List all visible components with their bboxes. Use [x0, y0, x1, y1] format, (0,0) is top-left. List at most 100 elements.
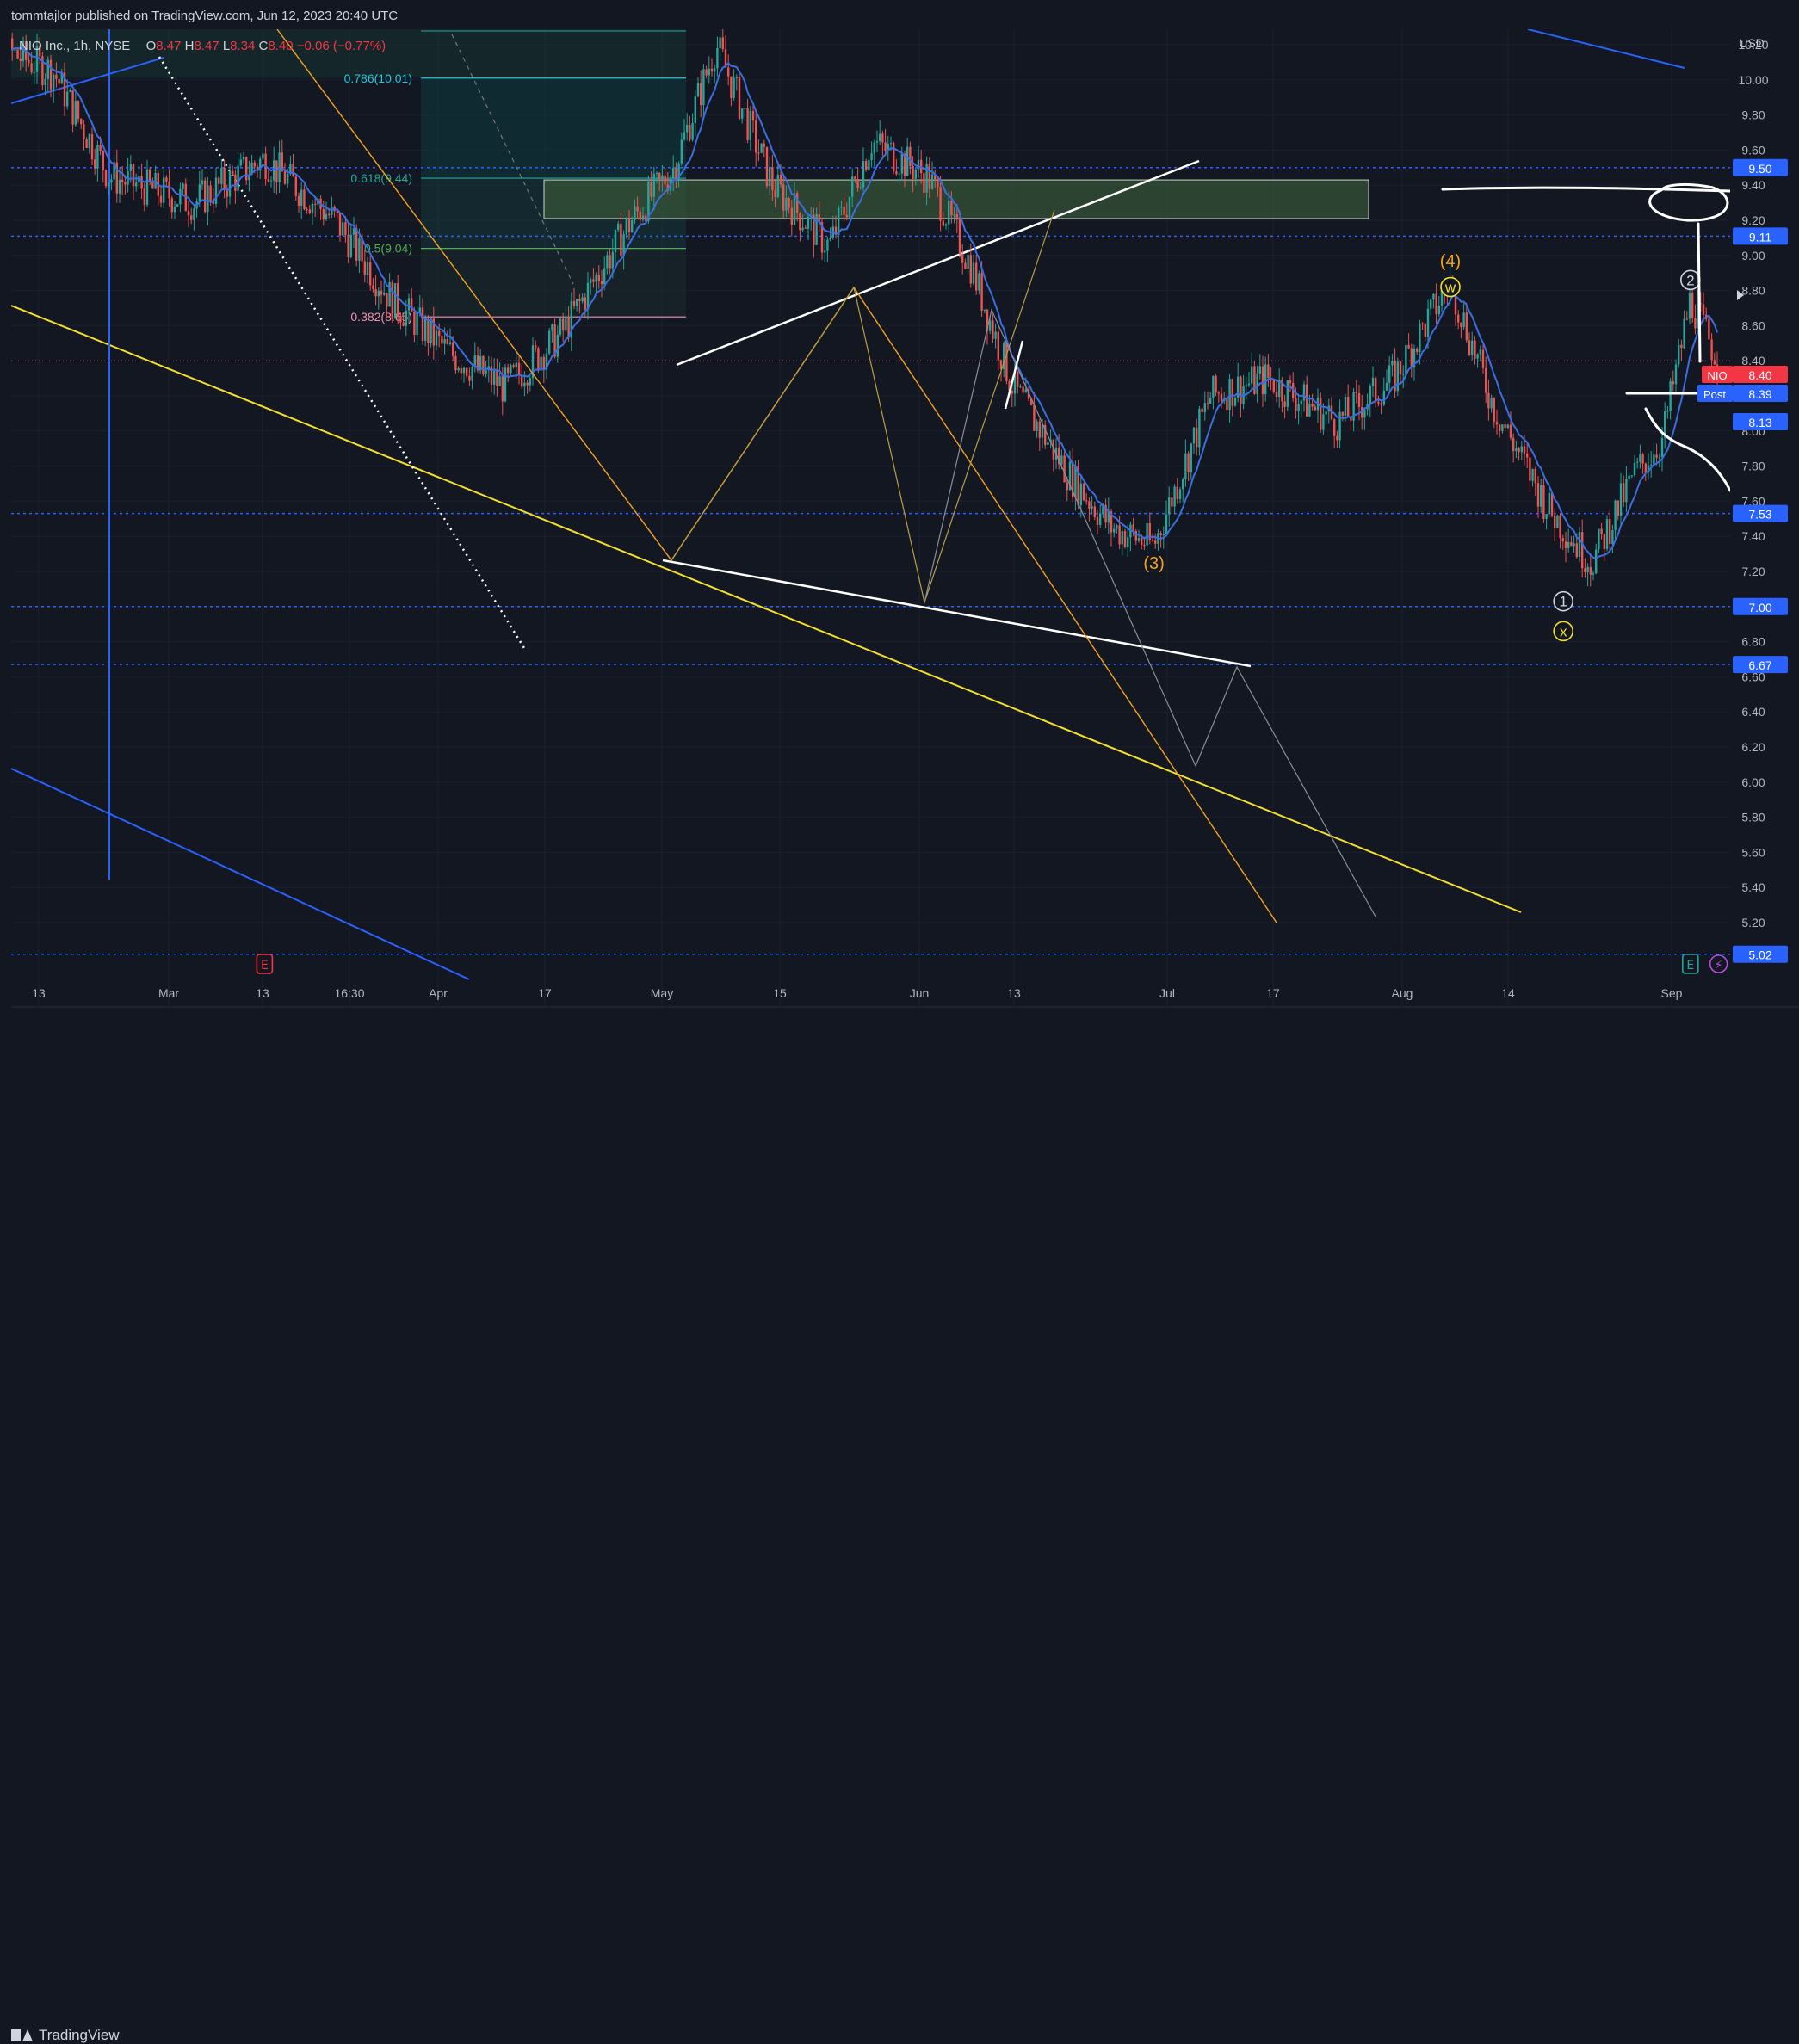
candle-body [342, 222, 344, 236]
candle-body [1198, 408, 1201, 448]
freehand-stroke[interactable] [1644, 407, 1730, 492]
dividend-event-marker[interactable] [1709, 954, 1728, 973]
candle-body [267, 179, 269, 182]
candle-body [85, 139, 88, 149]
candle-body [424, 319, 427, 341]
trend-lines[interactable] [11, 29, 1685, 980]
candle-body [887, 144, 889, 151]
freehand-drawing[interactable] [1441, 182, 1730, 492]
candle-body [948, 200, 950, 225]
candle-body [1168, 497, 1171, 515]
candle-body [691, 122, 694, 140]
candle-body [807, 217, 810, 229]
candle-body [785, 198, 788, 211]
candle-body [799, 213, 801, 231]
candle-body [237, 165, 239, 191]
symbol-tag: NIO [1707, 369, 1727, 382]
candle-body [1476, 354, 1479, 359]
yellow-trendline[interactable] [11, 305, 1522, 913]
blue-channel-upper-right[interactable] [1527, 29, 1685, 69]
candle-body [355, 228, 358, 261]
freehand-stroke[interactable] [1441, 186, 1730, 193]
blue-channel-upper[interactable] [11, 57, 164, 104]
level-price-tag: 9.50 [1748, 162, 1771, 176]
candle-body [1388, 365, 1391, 383]
candle-body [1460, 322, 1462, 328]
candle-body [1674, 364, 1678, 385]
candle-body [730, 76, 733, 98]
time-axis[interactable]: 13 Mar 13 16:30 Apr 17 May 15 Jun 13 Jul 17 Aug 14 Sep [11, 986, 1799, 1008]
scroll-arrow-icon[interactable] [1737, 290, 1744, 300]
tradingview-icon [11, 2029, 34, 2041]
candle-body [997, 331, 999, 361]
earnings-event-marker[interactable] [1682, 954, 1699, 974]
price-chart[interactable]: 0.786(10.01)0.618(9.44)0.5(9.04)0.382(8.… [0, 0, 1799, 1047]
candle-body [168, 181, 170, 199]
freehand-circle[interactable] [1648, 182, 1729, 222]
candle-body [1283, 401, 1286, 407]
candle-body [572, 300, 576, 307]
candle-body [1490, 398, 1493, 409]
candle-body [1402, 374, 1405, 375]
level-price-tag-bg [1733, 504, 1788, 522]
candle-body [1118, 525, 1121, 545]
candle-body [300, 189, 303, 206]
candle-body [1394, 361, 1396, 392]
candle-body [28, 59, 30, 64]
candle-body [680, 139, 683, 164]
candle-body [1036, 421, 1038, 431]
candle-body [44, 78, 46, 85]
candle-body [1493, 398, 1495, 422]
wave-label: (3) [1143, 554, 1164, 573]
legend-symbol[interactable]: NIO Inc., 1h, NYSE [19, 39, 131, 53]
white-support-line[interactable] [662, 559, 1252, 668]
yellow-wave-path[interactable] [671, 209, 1055, 605]
level-price-tag: 9.11 [1749, 230, 1771, 244]
candle-body [517, 362, 521, 375]
candle-body [1104, 504, 1107, 523]
candle-body [1369, 386, 1371, 404]
candle-body [727, 67, 730, 77]
candle-body [369, 262, 372, 286]
candle-body [972, 262, 975, 284]
wave-paths[interactable] [276, 29, 1376, 923]
white-wave-segment[interactable] [1004, 340, 1024, 410]
dashed-trendline[interactable] [451, 34, 574, 285]
blue-channel-lower[interactable] [11, 768, 470, 980]
target-zone[interactable] [543, 179, 1369, 219]
dotted-trendline[interactable] [158, 56, 526, 649]
price-tick-label: 7.80 [1741, 460, 1765, 473]
candle-body [55, 74, 58, 80]
candle-body [912, 165, 914, 179]
candle-body [515, 362, 517, 367]
candle-body [1226, 398, 1228, 411]
candle-body [779, 174, 782, 185]
tradingview-logo[interactable]: TradingView [11, 2027, 120, 2044]
candle-body [41, 56, 44, 85]
grey-wave-path[interactable] [924, 308, 1376, 917]
candle-body [6, 40, 8, 68]
candle-body [576, 299, 578, 307]
candle-body [46, 59, 49, 79]
target-zone-rect[interactable] [543, 179, 1369, 219]
candle-body [967, 255, 969, 269]
candle-body [964, 262, 967, 269]
candle-body [331, 206, 333, 215]
candle-body [90, 134, 94, 160]
candle-body [603, 268, 606, 285]
candle-body [627, 219, 631, 232]
freehand-stroke[interactable] [1697, 222, 1702, 363]
candle-body [702, 69, 705, 106]
candle-body [992, 320, 994, 339]
event-markers[interactable]: E E ⚡ [256, 954, 1728, 974]
white-resistance-line[interactable] [676, 159, 1200, 367]
candle-body [1113, 528, 1116, 533]
earnings-event-marker[interactable] [256, 954, 274, 974]
horizontal-levels[interactable] [11, 167, 1730, 955]
fib-band [421, 77, 686, 179]
level-price-tag-bg [1733, 656, 1788, 674]
candle-body [460, 368, 462, 374]
candle-body [1592, 573, 1595, 575]
candle-body [1623, 483, 1625, 503]
